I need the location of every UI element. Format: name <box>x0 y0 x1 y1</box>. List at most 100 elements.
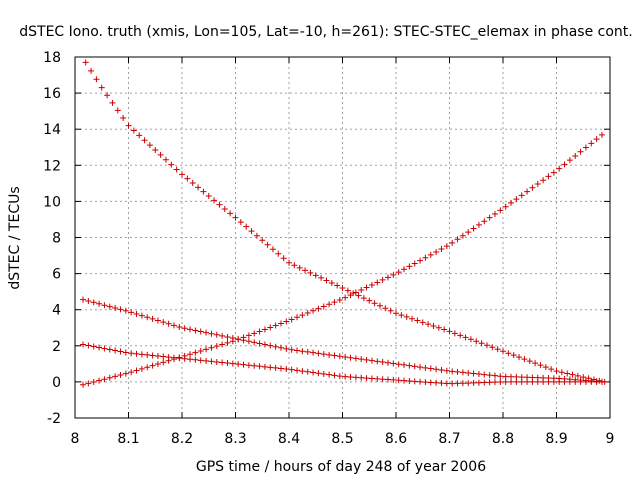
data-point <box>170 322 177 329</box>
data-point <box>577 148 584 155</box>
data-point <box>291 262 298 269</box>
data-point <box>154 317 161 324</box>
data-point <box>422 254 429 261</box>
data-point <box>427 365 434 372</box>
y-tick-label: -2 <box>47 411 61 427</box>
data-point <box>320 303 327 310</box>
data-point <box>553 368 560 375</box>
data-point <box>390 376 397 383</box>
x-tick-labels: 8 8.1 8.2 8.3 8.4 8.5 8.6 8.7 8.8 8.9 9 <box>71 431 615 447</box>
data-point <box>154 360 161 367</box>
data-point <box>336 353 343 360</box>
data-point <box>430 322 437 329</box>
data-point <box>582 378 589 385</box>
data-point <box>342 373 349 380</box>
data-point <box>529 378 536 385</box>
data-point <box>203 346 210 353</box>
data-point <box>237 219 244 226</box>
data-point <box>417 257 424 264</box>
data-point <box>128 369 135 376</box>
data-point <box>491 211 498 218</box>
data-point <box>277 320 284 327</box>
data-point <box>243 223 250 230</box>
x-axis-label: GPS time / hours of day 248 of year 2006 <box>196 459 486 475</box>
data-point <box>152 146 159 153</box>
data-point <box>347 292 354 299</box>
data-point <box>101 302 108 309</box>
data-point <box>470 379 477 386</box>
data-point <box>213 358 220 365</box>
data-point <box>267 342 274 349</box>
data-point <box>82 59 89 66</box>
data-point <box>331 372 338 379</box>
data-point <box>283 345 290 352</box>
data-point <box>352 355 359 362</box>
data-point <box>331 299 338 306</box>
data-point <box>545 173 552 180</box>
data-point <box>508 378 515 385</box>
data-point <box>342 353 349 360</box>
data-point <box>449 380 456 387</box>
data-point <box>368 375 375 382</box>
data-point <box>173 166 180 173</box>
data-point <box>516 354 523 361</box>
data-point <box>494 346 501 353</box>
data-point <box>406 377 413 384</box>
data-point <box>141 137 148 144</box>
data-point <box>347 354 354 361</box>
data-point <box>181 355 188 362</box>
data-point <box>417 364 424 371</box>
data-point <box>387 307 394 314</box>
data-point <box>401 266 408 273</box>
data-point <box>545 378 552 385</box>
data-point <box>90 343 97 350</box>
data-point <box>465 369 472 376</box>
data-point <box>470 225 477 232</box>
data-point <box>384 376 391 383</box>
data-point <box>502 203 509 210</box>
data-point <box>320 351 327 358</box>
data-point <box>112 373 119 380</box>
data-point <box>259 237 266 244</box>
data-point <box>497 378 504 385</box>
data-point <box>323 277 330 284</box>
data-point <box>106 303 113 310</box>
data-point <box>195 184 202 191</box>
data-point <box>130 127 137 134</box>
data-point <box>310 369 317 376</box>
data-point <box>136 132 143 139</box>
plot-frame <box>74 56 611 419</box>
data-point <box>513 196 520 203</box>
y-tick-label: 0 <box>52 375 61 391</box>
data-point <box>120 115 127 122</box>
data-point <box>454 380 461 387</box>
data-point <box>106 374 113 381</box>
data-point <box>149 315 156 322</box>
data-point <box>235 361 242 368</box>
data-point <box>395 377 402 384</box>
data-point <box>384 359 391 366</box>
data-point <box>128 309 135 316</box>
data-point <box>540 378 547 385</box>
data-point <box>80 341 87 348</box>
data-point <box>168 161 175 168</box>
data-point <box>414 317 421 324</box>
data-point <box>374 358 381 365</box>
data-point <box>355 292 362 299</box>
data-point <box>261 341 268 348</box>
data-point <box>192 356 199 363</box>
x-tick-label: 8.5 <box>331 431 353 447</box>
data-point <box>342 294 349 301</box>
data-point <box>459 380 466 387</box>
data-point <box>347 374 354 381</box>
data-point <box>569 371 576 378</box>
data-point <box>307 269 314 276</box>
data-point <box>328 279 335 286</box>
data-point <box>213 331 220 338</box>
data-point <box>598 378 605 385</box>
data-point <box>564 370 571 377</box>
data-point <box>219 341 226 348</box>
data-point <box>294 367 301 374</box>
data-point <box>379 276 386 283</box>
data-point <box>192 327 199 334</box>
